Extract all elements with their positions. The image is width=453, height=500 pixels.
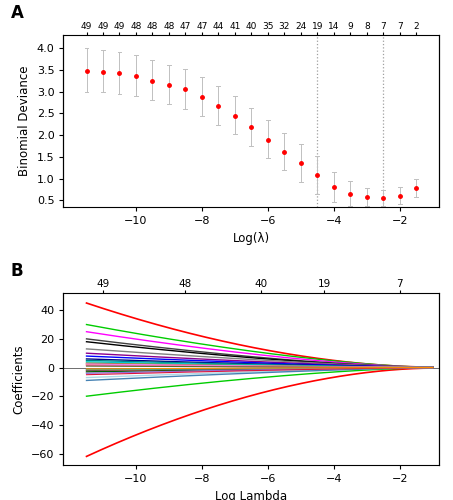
X-axis label: Log Lambda: Log Lambda bbox=[215, 490, 288, 500]
Y-axis label: Binomial Deviance: Binomial Deviance bbox=[18, 66, 31, 176]
Text: A: A bbox=[11, 4, 24, 22]
X-axis label: Log(λ): Log(λ) bbox=[233, 232, 270, 244]
Y-axis label: Coefficients: Coefficients bbox=[12, 344, 25, 414]
Text: B: B bbox=[11, 262, 24, 280]
